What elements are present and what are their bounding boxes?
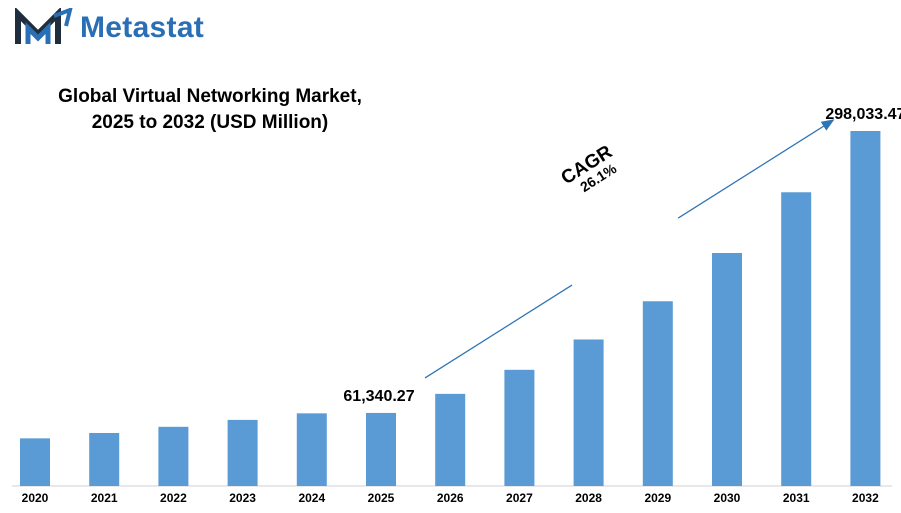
x-tick-label-2031: 2031 [783, 491, 810, 505]
bar-2029 [642, 301, 673, 486]
bar-2025 [366, 412, 396, 486]
x-tick-label-2028: 2028 [575, 491, 602, 505]
bar-2021 [89, 432, 120, 486]
x-tick-label-2027: 2027 [506, 491, 533, 505]
x-tick-label-2029: 2029 [644, 491, 671, 505]
bar-2023 [227, 419, 258, 486]
x-tick-label-2025: 2025 [368, 491, 395, 505]
x-tick-label-2024: 2024 [298, 491, 325, 505]
metastat-logo-icon [15, 8, 73, 44]
cagr-arrow-line-right [677, 119, 835, 219]
x-tick-label-2026: 2026 [437, 491, 464, 505]
brand-name: Metastat [80, 11, 205, 44]
data-label-2032: 298,033.47 [825, 106, 901, 123]
x-tick-label-2021: 2021 [91, 491, 118, 505]
x-tick-label-2022: 2022 [160, 491, 187, 505]
bar-2032 [850, 131, 881, 486]
bar-2020 [20, 438, 50, 486]
chart-title: Global Virtual Networking Market, 2025 t… [30, 84, 390, 136]
bar-2026 [435, 393, 466, 486]
data-label-2025: 61,340.27 [343, 388, 414, 405]
bar-2030 [712, 253, 742, 486]
x-tick-label-2032: 2032 [852, 491, 879, 505]
bar-2024 [296, 413, 327, 486]
chart-title-line-2: 2025 to 2032 (USD Million) [91, 112, 329, 133]
bar-2027 [504, 369, 535, 486]
cagr-arrow-line-left [424, 284, 573, 379]
brand: Metastat [14, 6, 204, 50]
bar-2028 [573, 339, 604, 486]
x-tick-label-2023: 2023 [229, 491, 256, 505]
x-tick-label-2030: 2030 [714, 491, 741, 505]
bar-2031 [781, 192, 812, 487]
chart-title-line-1: Global Virtual Networking Market, [58, 86, 362, 107]
x-tick-label-2020: 2020 [22, 491, 49, 505]
bar-2022 [158, 426, 189, 486]
